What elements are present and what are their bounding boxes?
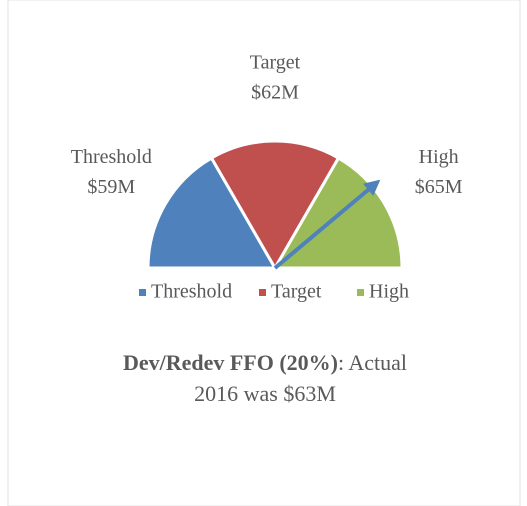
needle	[273, 179, 381, 270]
segment-label: High	[419, 146, 459, 168]
caption: Dev/Redev FFO (20%): Actual 2016 was $63…	[115, 347, 415, 409]
segment-value-label: $65M	[415, 176, 463, 198]
frame	[7, 0, 521, 506]
legend-label: Target	[271, 281, 322, 303]
caption-bold: Dev/Redev FFO (20%)	[122, 350, 338, 375]
gauge-segment	[146, 155, 278, 270]
segment-value-label: $62M	[251, 82, 299, 104]
segment-label: Threshold	[71, 146, 152, 168]
segment-label: Target	[250, 52, 301, 74]
legend-label: Threshold	[151, 281, 232, 303]
legend-swatch	[357, 289, 364, 296]
gauge-segment	[209, 139, 341, 271]
caption-text: : Actual 2016 was $63M	[194, 350, 408, 406]
legend-swatch	[139, 289, 146, 296]
legend-swatch	[259, 289, 266, 296]
legend-label: High	[369, 281, 409, 303]
segment-value-label: $59M	[87, 176, 135, 198]
